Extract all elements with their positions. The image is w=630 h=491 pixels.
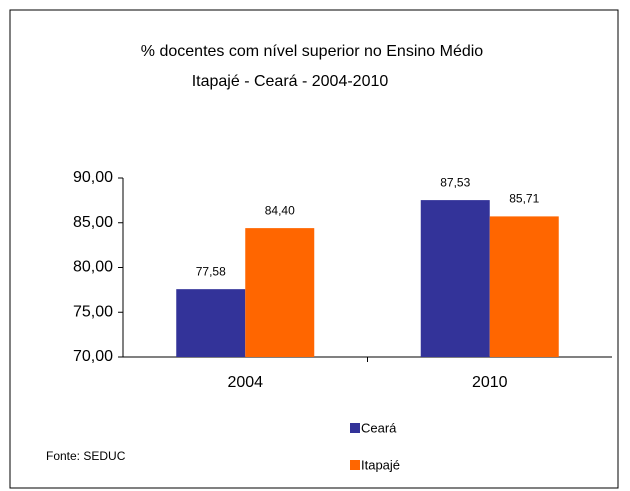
value-label: 85,71 — [509, 192, 539, 206]
y-tick-label: 75,00 — [73, 303, 113, 320]
chart-subtitle: Itapajé - Ceará - 2004-2010 — [192, 73, 389, 90]
legend-swatch — [350, 423, 360, 433]
bar — [489, 216, 559, 357]
bar — [176, 289, 246, 357]
y-tick-label: 70,00 — [73, 348, 113, 365]
legend-label: Ceará — [361, 420, 397, 435]
legend-label: Itapajé — [361, 457, 400, 472]
value-label: 84,40 — [265, 203, 295, 217]
y-tick-label: 85,00 — [73, 214, 113, 231]
bar — [245, 228, 315, 357]
chart-title: % docentes com nível superior no Ensino … — [141, 43, 484, 60]
x-tick-label: 2010 — [472, 374, 508, 391]
value-label: 77,58 — [196, 264, 226, 278]
y-tick-label: 90,00 — [73, 169, 113, 186]
y-tick-label: 80,00 — [73, 259, 113, 276]
bar — [420, 200, 490, 357]
x-tick-label: 2004 — [227, 374, 263, 391]
source-note: Fonte: SEDUC — [46, 449, 126, 463]
legend-swatch — [350, 460, 360, 470]
value-label: 87,53 — [440, 175, 470, 189]
